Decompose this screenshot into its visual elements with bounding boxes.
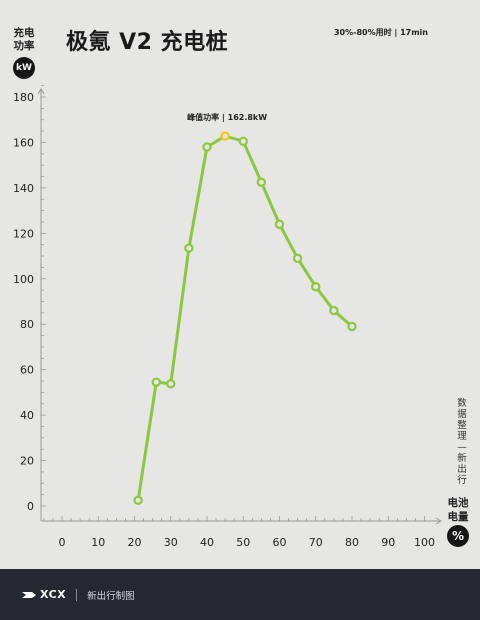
data-source-note: 数据整理—新出行 [457,398,467,486]
y-tick-label: 60 [20,364,34,377]
y-unit-badge: kW [13,57,35,79]
x-tick-label: 70 [309,536,323,549]
x-tick-label: 90 [381,536,395,549]
data-point [184,243,194,253]
y-axis-arrow [37,88,45,95]
data-point [329,305,339,316]
footer-bar: XCX 新出行制图 [0,569,480,620]
data-point [151,377,161,387]
data-point [166,379,176,389]
y-tick-label: 40 [20,409,34,422]
y-tick-label: 100 [13,273,34,286]
x-axis-title: 电池电量 [447,497,469,523]
x-tick-label: 100 [414,536,435,549]
footer-divider [76,588,78,601]
y-tick-label: 160 [13,136,34,149]
data-point [133,495,143,506]
x-tick-label: 30 [164,536,178,549]
y-tick-label: 120 [13,227,34,240]
brand-mark-icon [22,591,36,598]
brand-logo-text: XCX [40,588,67,601]
x-tick-label: 0 [59,536,66,549]
x-tick-label: 60 [273,536,287,549]
data-point [292,253,303,264]
brand-logo: XCX [22,588,66,601]
data-point [274,219,285,229]
chart-subtitle: 30%-80%用时 | 17min [333,28,428,37]
x-tick-label: 20 [128,536,142,549]
y-tick-label: 20 [20,455,34,468]
y-tick-label: 140 [13,182,34,195]
y-axis-title: 充电功率 [13,27,35,52]
x-axis-arrow [435,517,442,525]
series-line [136,134,353,501]
x-tick-label: 50 [236,536,250,549]
y-tick-label: 80 [20,318,34,331]
x-unit-badge: % [447,525,469,547]
data-point [238,136,248,147]
x-tick-label: 80 [345,536,359,549]
peak-point [220,131,230,141]
y-tick-label: 0 [27,500,34,513]
data-point [202,142,212,152]
chart-title: 极氪 V2 充电桩 [66,30,229,55]
data-point [256,177,267,187]
y-tick-label: 180 [13,91,34,104]
x-tick-label: 40 [200,536,214,549]
line-chart: 0 20 40 60 80 100 120 140 160 180 0 10 20 30 40 50 60 70 8… [13,85,442,549]
peak-label: 峰值功率 | 162.8kW [187,112,267,122]
footer-credit: 新出行制图 [87,590,135,602]
data-point [347,321,357,332]
data-point [311,282,321,292]
x-tick-label: 10 [91,536,105,549]
